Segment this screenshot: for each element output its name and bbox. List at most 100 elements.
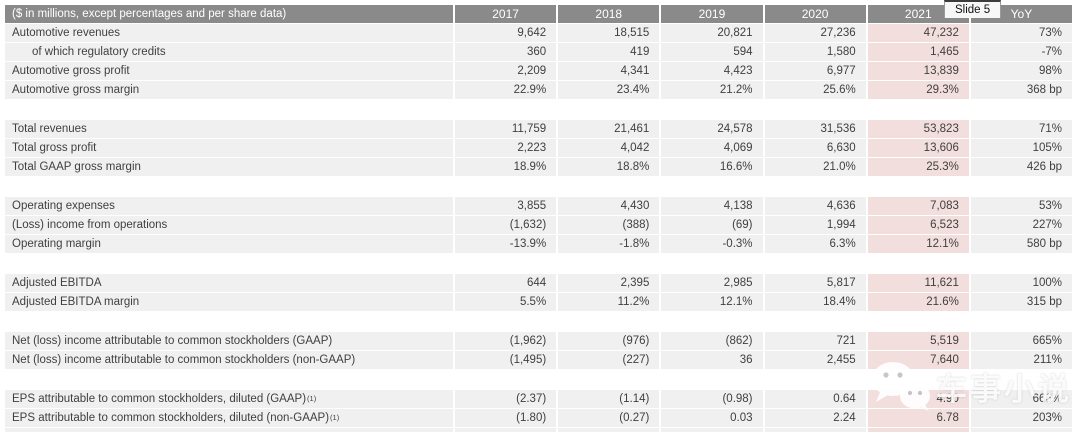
cell-value: 426 bp — [970, 158, 1073, 176]
cell-value: 11.2% — [558, 293, 662, 311]
cell-value: 4,341 — [558, 62, 662, 80]
slide-number-tooltip: Slide 5 — [944, 0, 1002, 18]
cell-value: 53% — [970, 197, 1073, 215]
row-label: of which regulatory credits — [5, 43, 455, 61]
row-label: Automotive gross margin — [5, 81, 455, 99]
cell-value: 419 — [558, 43, 662, 61]
cell-value — [970, 428, 1073, 432]
row-label: Operating margin — [5, 235, 455, 253]
cell-value: 315 bp — [970, 293, 1073, 311]
cell-value: 11,759 — [455, 120, 559, 138]
cell-value: 203% — [970, 409, 1073, 427]
table-row: Adjusted EBITDA 644 2,395 2,985 5,817 11,621 1… — [5, 274, 1073, 292]
cell-value — [558, 428, 662, 432]
section-gap — [5, 312, 1072, 331]
cell-value: 18.4% — [764, 293, 868, 311]
cell-value: 5,519 — [867, 332, 971, 350]
cell-value: 20,821 — [661, 24, 765, 42]
section-gap — [5, 370, 1072, 389]
table-row: Net (loss) income attributable to common… — [5, 332, 1073, 350]
cell-value: 360 — [455, 43, 559, 61]
cell-value: 100% — [970, 274, 1073, 292]
cell-value: 47,232 — [867, 24, 971, 42]
cell-value: 2.24 — [764, 409, 868, 427]
cell-value: 25.6% — [764, 81, 868, 99]
cell-value: 2,395 — [558, 274, 662, 292]
cell-value: (862) — [661, 332, 765, 350]
cell-value: 36 — [661, 351, 765, 369]
row-label: (Loss) income from operations — [5, 216, 455, 234]
table-row: Net (loss) income attributable to common… — [5, 351, 1073, 369]
cell-value: 721 — [764, 332, 868, 350]
cell-value: 665% — [970, 332, 1073, 350]
cell-value: (1.14) — [558, 390, 662, 408]
cell-value: 4,636 — [764, 197, 868, 215]
cell-value: 4,430 — [558, 197, 662, 215]
row-label: EPS attributable to common stockholders,… — [5, 409, 455, 427]
cell-value: 98% — [970, 62, 1073, 80]
table-row: of which regulatory credits 360 419 594 1,58… — [5, 43, 1073, 61]
cell-value: 27,236 — [764, 24, 868, 42]
cell-value: 2,209 — [455, 62, 559, 80]
cell-value: 21.6% — [867, 293, 971, 311]
cell-value: 211% — [970, 351, 1073, 369]
cell-value: 6.3% — [764, 235, 868, 253]
cell-value: 4,138 — [661, 197, 765, 215]
cell-value — [764, 428, 868, 432]
cell-value: 53,823 — [867, 120, 971, 138]
table-body: Automotive revenues 9,642 18,515 20,821 27,2… — [5, 24, 1073, 432]
row-label: Automotive gross profit — [5, 62, 455, 80]
cell-value: 21,461 — [558, 120, 662, 138]
cell-value: 12.1% — [661, 293, 765, 311]
cell-value: 6.78 — [867, 409, 971, 427]
cell-value: 5.5% — [455, 293, 559, 311]
cell-value: 666% — [970, 390, 1073, 408]
cell-value: 580 bp — [970, 235, 1073, 253]
cell-value: 7,640 — [867, 351, 971, 369]
cell-value: 4.90 — [867, 390, 971, 408]
column-header-2020: 2020 — [764, 5, 868, 23]
section-gap — [5, 254, 1072, 273]
table-row: Operating margin -13.9% -1.8% -0.3% 6.3% 12.1… — [5, 235, 1073, 253]
cell-value: 23.4% — [558, 81, 662, 99]
row-label: EPS attributable to common stockholders,… — [5, 390, 455, 408]
cell-value: (227) — [558, 351, 662, 369]
column-header-2018: 2018 — [558, 5, 662, 23]
cell-value: (976) — [558, 332, 662, 350]
cell-value: 73% — [970, 24, 1073, 42]
cell-value: -0.3% — [661, 235, 765, 253]
cell-value: 13,839 — [867, 62, 971, 80]
cell-value: 5,817 — [764, 274, 868, 292]
cell-value: 368 bp — [970, 81, 1073, 99]
cell-value: 2,223 — [455, 139, 559, 157]
cell-value: 71% — [970, 120, 1073, 138]
cell-value: (2.37) — [455, 390, 559, 408]
table-row: Operating expenses 3,855 4,430 4,138 4,636 7,… — [5, 197, 1073, 215]
table-row: EPS attributable to common stockholders,… — [5, 409, 1073, 427]
table-row: (Loss) income from operations (1,632) (388… — [5, 216, 1073, 234]
cell-value: 3,855 — [455, 197, 559, 215]
cell-value: (1,495) — [455, 351, 559, 369]
cell-value: 4,423 — [661, 62, 765, 80]
row-label: Total GAAP gross margin — [5, 158, 455, 176]
row-label: Net (loss) income attributable to common… — [5, 351, 455, 369]
cell-value: (0.27) — [558, 409, 662, 427]
cell-value: 18,515 — [558, 24, 662, 42]
cell-value — [455, 428, 559, 432]
cell-value: 7,083 — [867, 197, 971, 215]
cell-value: 0.64 — [764, 390, 868, 408]
table-title-cell: ($ in millions, except percentages and p… — [5, 5, 455, 23]
table-row: EPS attributable to common stockholders,… — [5, 390, 1073, 408]
cell-value: 12.1% — [867, 235, 971, 253]
cell-value: -13.9% — [455, 235, 559, 253]
cell-value: 13,606 — [867, 139, 971, 157]
cell-value: (1,962) — [455, 332, 559, 350]
table-row: Automotive revenues 9,642 18,515 20,821 27,2… — [5, 24, 1073, 42]
cell-value: 16.6% — [661, 158, 765, 176]
cell-value: (69) — [661, 216, 765, 234]
table-row: Total gross profit 2,223 4,042 4,069 6,630 13… — [5, 139, 1073, 157]
cell-value: (1.80) — [455, 409, 559, 427]
table-row: Automotive gross margin 22.9% 23.4% 21.2% 25… — [5, 81, 1073, 99]
cell-value: 1,994 — [764, 216, 868, 234]
cell-value: 105% — [970, 139, 1073, 157]
